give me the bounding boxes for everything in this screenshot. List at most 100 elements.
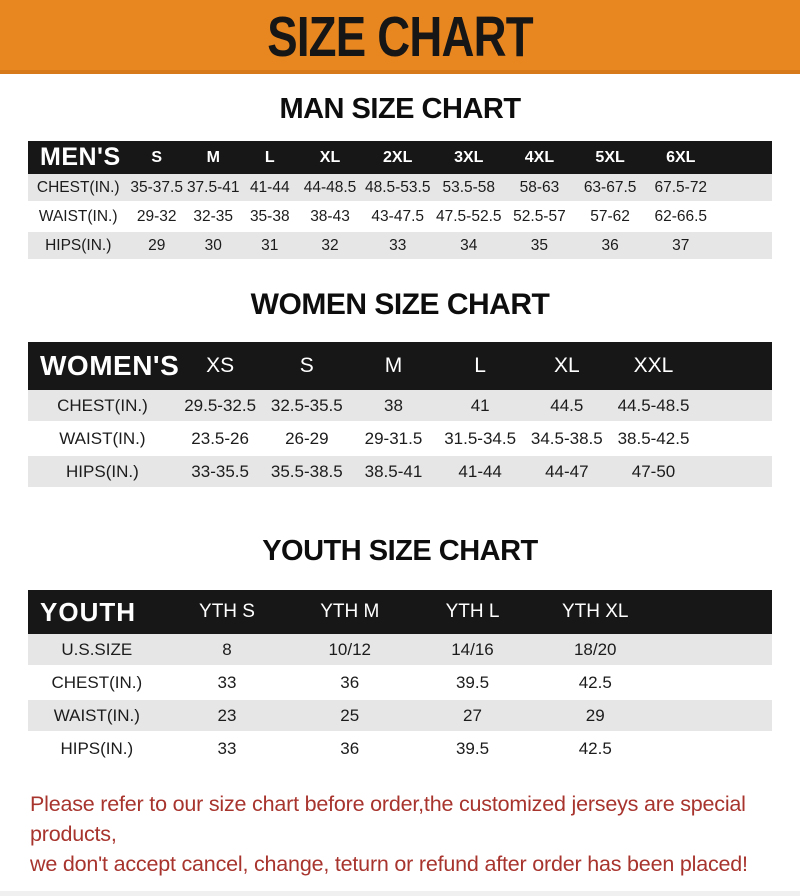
spacer-cell bbox=[716, 231, 772, 260]
value-cell: 41 bbox=[470, 395, 490, 415]
spacer-cell bbox=[657, 634, 772, 666]
table-row: CHEST(IN.) 35-37.5 37.5-41 41-44 44-48.5 48.5… bbox=[28, 174, 772, 202]
spacer-cell bbox=[716, 202, 772, 231]
spacer-cell bbox=[697, 422, 772, 455]
spacer-cell bbox=[697, 455, 772, 488]
value-cell: 58-63 bbox=[519, 178, 560, 196]
value-cell: 57-62 bbox=[590, 207, 630, 225]
table-row: CHEST(IN.) 29.5-32.5 32.5-35.5 38 41 44.5 44.5… bbox=[28, 390, 772, 422]
value-cell: 35.5-38.5 bbox=[270, 461, 343, 481]
row-label-cell: WAIST(IN.) bbox=[59, 428, 146, 448]
value-cell: 36 bbox=[340, 672, 360, 692]
value-cell: 38 bbox=[384, 395, 403, 415]
value-cell: 14/16 bbox=[451, 639, 494, 659]
banner-title: SIZE CHART bbox=[267, 4, 533, 69]
row-label-cell: CHEST(IN.) bbox=[36, 178, 120, 196]
spacer-cell bbox=[656, 590, 772, 634]
value-cell: 31.5-34.5 bbox=[444, 428, 517, 448]
spacer-cell bbox=[716, 141, 772, 174]
table-header-row: YOUTH YTH S YTH M YTH L YTH XL bbox=[28, 590, 772, 634]
value-cell: 32.5-35.5 bbox=[270, 395, 343, 415]
value-cell: 8 bbox=[222, 639, 232, 659]
value-cell: 18/20 bbox=[573, 639, 617, 659]
spacer-cell bbox=[657, 732, 772, 765]
value-cell: 32 bbox=[321, 236, 339, 254]
value-cell: 44.5 bbox=[550, 395, 584, 415]
value-cell: 29-31.5 bbox=[364, 428, 423, 448]
size-column-header: XL bbox=[298, 141, 362, 174]
value-cell: 27 bbox=[463, 705, 482, 725]
value-cell: 29-32 bbox=[136, 207, 177, 225]
value-cell: 37.5-41 bbox=[186, 178, 240, 196]
row-label-cell: HIPS(IN.) bbox=[60, 738, 134, 758]
size-column-header: YTH M bbox=[288, 590, 412, 634]
size-column-header: YTH S bbox=[165, 590, 289, 634]
value-cell: 33 bbox=[217, 672, 237, 692]
youth-size-table: YOUTH YTH S YTH M YTH L YTH XL U.S.SIZE 8 10/12… bbox=[28, 590, 772, 766]
spacer-cell bbox=[697, 390, 772, 422]
table-row: WAIST(IN.) 29-32 32-35 35-38 38-43 43-47.5 47.… bbox=[28, 202, 772, 231]
table-row: HIPS(IN.) 33 36 39.5 42.5 bbox=[28, 732, 772, 765]
women-size-chart-title: WOMEN SIZE CHART bbox=[250, 288, 550, 321]
value-cell: 53.5-58 bbox=[442, 178, 496, 196]
value-cell: 44-47 bbox=[545, 461, 589, 481]
size-column-header: XS bbox=[176, 342, 264, 390]
table-row: WAIST(IN.) 23.5-26 26-29 29-31.5 31.5-34.5 34… bbox=[28, 422, 772, 455]
value-cell: 31 bbox=[261, 236, 279, 254]
group-label: WOMEN'S bbox=[28, 342, 179, 390]
value-cell: 41-44 bbox=[249, 178, 290, 196]
man-size-chart-title: MAN SIZE CHART bbox=[279, 93, 521, 125]
value-cell: 41-44 bbox=[458, 461, 502, 481]
table-header-row: WOMEN'S XS S M L XL XXL bbox=[28, 342, 772, 390]
value-cell: 35 bbox=[530, 236, 549, 254]
size-column-header: 2XL bbox=[362, 141, 434, 174]
row-label-cell: HIPS(IN.) bbox=[66, 461, 139, 481]
value-cell: 38-43 bbox=[310, 207, 350, 225]
spacer-cell bbox=[657, 666, 772, 699]
value-cell: 39.5 bbox=[455, 738, 490, 758]
table-row: HIPS(IN.) 29 30 31 32 33 34 35 36 37 bbox=[28, 231, 772, 260]
value-cell: 38.5-42.5 bbox=[617, 428, 690, 448]
men-size-table: MEN'S S M L XL 2XL 3XL 4XL 5XL 6XL CHEST(IN.) 35-37… bbox=[28, 141, 772, 261]
value-cell: 44-48.5 bbox=[303, 178, 357, 196]
value-cell: 67.5-72 bbox=[654, 178, 708, 196]
page-bottom-strip bbox=[0, 891, 800, 896]
value-cell: 63-67.5 bbox=[583, 178, 637, 196]
value-cell: 42.5 bbox=[578, 672, 612, 692]
size-column-header: S bbox=[128, 141, 185, 174]
value-cell: 34 bbox=[460, 236, 478, 254]
value-cell: 39.5 bbox=[455, 672, 490, 692]
spacer-cell bbox=[696, 342, 772, 390]
row-label-cell: CHEST(IN.) bbox=[57, 395, 148, 415]
value-cell: 29.5-32.5 bbox=[184, 395, 257, 415]
value-cell: 30 bbox=[204, 236, 222, 254]
value-cell: 32-35 bbox=[193, 207, 234, 225]
value-cell: 33 bbox=[389, 236, 407, 254]
footer-disclaimer: Please refer to our size chart before or… bbox=[30, 789, 800, 879]
footer-disclaimer-line-1: Please refer to our size chart before or… bbox=[30, 792, 746, 846]
value-cell: 33-35.5 bbox=[191, 461, 249, 481]
spacer-cell bbox=[657, 699, 772, 732]
value-cell: 43-47.5 bbox=[371, 207, 424, 225]
value-cell: 10/12 bbox=[328, 639, 372, 659]
value-cell: 23.5-26 bbox=[191, 428, 249, 448]
value-cell: 44.5-48.5 bbox=[617, 395, 690, 415]
value-cell: 35-37.5 bbox=[130, 178, 183, 196]
value-cell: 36 bbox=[340, 738, 360, 758]
row-label-cell: WAIST(IN.) bbox=[38, 207, 118, 225]
value-cell: 47.5-52.5 bbox=[436, 207, 502, 225]
women-size-table: WOMEN'S XS S M L XL XXL CHEST(IN.) 29.5-32.5 32.5… bbox=[28, 342, 772, 489]
table-header-row: MEN'S S M L XL 2XL 3XL 4XL 5XL 6XL bbox=[28, 141, 772, 174]
value-cell: 29 bbox=[585, 705, 605, 725]
size-column-header: XL bbox=[523, 342, 611, 390]
value-cell: 37 bbox=[672, 236, 690, 254]
table-row: HIPS(IN.) 33-35.5 35.5-38.5 38.5-41 41-44 44-… bbox=[28, 455, 772, 488]
table-row: U.S.SIZE 8 10/12 14/16 18/20 bbox=[28, 634, 772, 666]
footer-disclaimer-line-2: we don't accept cancel, change, teturn o… bbox=[30, 852, 748, 876]
value-cell: 48.5-53.5 bbox=[364, 178, 431, 196]
value-cell: 52.5-57 bbox=[513, 207, 566, 225]
size-column-header: XXL bbox=[610, 342, 697, 390]
value-cell: 35-38 bbox=[249, 207, 290, 225]
value-cell: 62-66.5 bbox=[654, 207, 708, 225]
size-column-header: YTH XL bbox=[533, 590, 657, 634]
